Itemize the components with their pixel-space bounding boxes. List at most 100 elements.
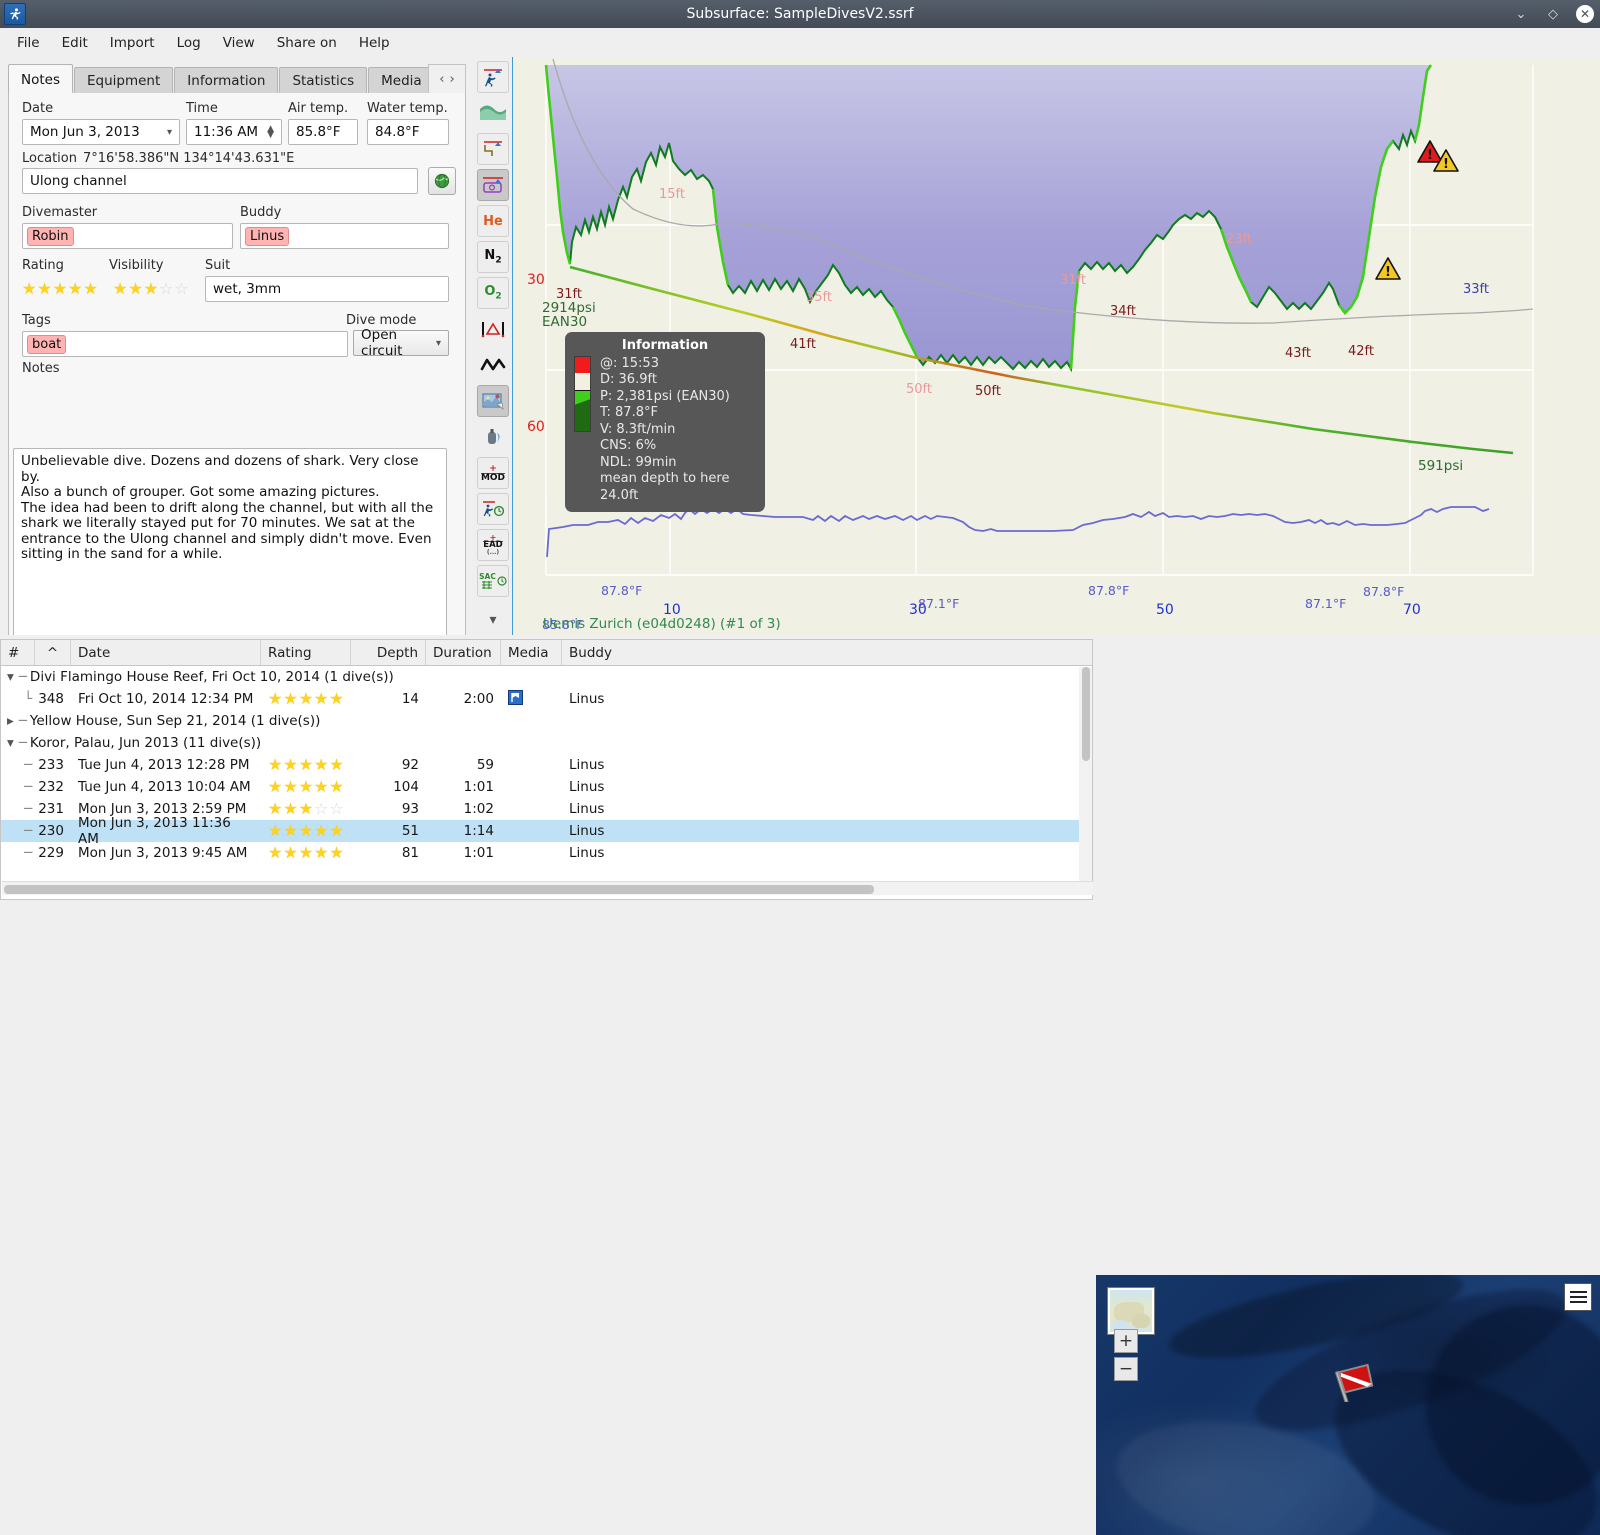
close-icon[interactable]: ✕ [1576, 5, 1594, 23]
warning-yellow-triangle[interactable]: ! [1432, 148, 1460, 177]
dive-buddy: Linus [569, 823, 605, 839]
chevron-right-icon[interactable]: ▸ [7, 713, 14, 729]
tag-chip[interactable]: boat [27, 334, 67, 354]
deco-info-icon[interactable] [477, 313, 509, 345]
chevron-down-icon[interactable]: ▾ [489, 612, 497, 628]
dive-mode-select[interactable]: Open circuit ▾ [353, 327, 449, 359]
table-row[interactable]: ─ 231 Mon Jun 3, 2013 2:59 PM ★★★☆☆ 93 1:… [1, 798, 1092, 820]
list-group-row[interactable]: ▾ ─ Koror, Palau, Jun 2013 (11 dive(s)) [1, 732, 1092, 754]
zoom-in-button[interactable]: + [1114, 1329, 1138, 1353]
suit-field[interactable]: wet, 3mm [205, 276, 449, 302]
menu-file[interactable]: File [17, 34, 40, 51]
table-row[interactable]: ─ 229 Mon Jun 3, 2013 9:45 AM ★★★★★ 81 1:… [1, 842, 1092, 864]
globe-icon[interactable] [428, 167, 456, 195]
col-date[interactable]: Date [71, 640, 261, 665]
nitrogen-icon[interactable]: N2 [477, 241, 509, 273]
dive-duration: 59 [476, 757, 494, 773]
depth-label: 50ft [975, 384, 1001, 399]
air-temp-field[interactable]: 85.8°F [288, 119, 358, 145]
minimap-thumbnail[interactable] [1107, 1287, 1155, 1335]
maximize-icon[interactable]: ◇ [1548, 6, 1558, 22]
menu-help[interactable]: Help [358, 34, 390, 51]
mod-icon[interactable]: + MOD [477, 457, 509, 489]
chevron-down-icon: ▾ [166, 126, 172, 138]
ceiling-depth-label: 33ft [1463, 282, 1489, 297]
dive-number: 230 [38, 823, 64, 839]
list-group-row[interactable]: ▾ ─ Divi Flamingo House Reef, Fri Oct 10… [1, 666, 1092, 688]
sort-indicator-icon[interactable]: ^ [35, 640, 71, 665]
divemaster-chip[interactable]: Robin [27, 226, 74, 246]
dive-depth: 81 [401, 845, 419, 861]
tab-equipment[interactable]: Equipment [74, 67, 174, 94]
spinner-icon[interactable]: ▲ ▼ [267, 124, 274, 140]
col-rating[interactable]: Rating [261, 640, 351, 665]
scrollbar-thumb[interactable] [1082, 667, 1090, 761]
table-row[interactable]: ─ 230 Mon Jun 3, 2013 11:36 AM ★★★★★ 51 1… [1, 815, 1092, 847]
col-depth[interactable]: Depth [351, 640, 426, 665]
table-row[interactable]: ─ 232 Tue Jun 4, 2013 10:04 AM ★★★★★ 104 … [1, 776, 1092, 798]
temp-label: 87.8°F [1088, 583, 1130, 598]
buddy-field[interactable]: Linus [240, 223, 449, 249]
ndl-tts-icon[interactable] [477, 493, 509, 525]
divemaster-field[interactable]: Robin [22, 223, 233, 249]
col-duration[interactable]: Duration [426, 640, 501, 665]
tags-field[interactable]: boat [22, 331, 348, 357]
col-buddy[interactable]: Buddy [569, 644, 612, 661]
dive-date: Mon Jun 3, 2013 11:36 AM [78, 815, 231, 847]
menu-import[interactable]: Import [109, 34, 155, 51]
heartbeat-icon[interactable] [477, 349, 509, 381]
ruler-depth-icon[interactable] [477, 97, 509, 129]
dc-reported-ceiling-icon[interactable] [477, 169, 509, 201]
ead-icon[interactable]: + EAD (...) [477, 529, 509, 561]
photos-icon[interactable] [477, 385, 509, 417]
menu-view[interactable]: View [222, 34, 255, 51]
dive-list-vertical-scrollbar[interactable] [1079, 667, 1092, 881]
helium-icon[interactable]: He [477, 205, 509, 237]
dive-list[interactable]: # ^ Date Rating Depth Duration Media Bud… [0, 639, 1093, 900]
tab-statistics[interactable]: Statistics [279, 67, 368, 94]
dive-number: 229 [38, 845, 64, 861]
location-field[interactable]: Ulong channel [22, 168, 418, 194]
scrollbar-thumb[interactable] [4, 885, 874, 894]
tab-notes[interactable]: Notes [8, 64, 73, 94]
oxygen-icon[interactable]: O2 [477, 277, 509, 309]
sac-icon[interactable]: SAC [477, 565, 509, 597]
dive-list-horizontal-scrollbar[interactable] [2, 881, 1093, 895]
buddy-chip[interactable]: Linus [245, 226, 290, 246]
depth-label: 31ft [1060, 273, 1086, 288]
warning-yellow-triangle[interactable]: ! [1374, 256, 1402, 285]
warning-red-triangle[interactable]: ! [1416, 139, 1444, 168]
tab-information[interactable]: Information [174, 67, 279, 94]
date-field[interactable]: Mon Jun 3, 2013 ▾ [22, 119, 180, 145]
tab-media[interactable]: Media [368, 67, 435, 94]
water-temp-field[interactable]: 84.8°F [367, 119, 449, 145]
window-controls: ⌄ ◇ ✕ [1512, 0, 1594, 28]
media-icon[interactable] [508, 689, 523, 709]
col-media[interactable]: Media [501, 640, 562, 665]
tank-bar-icon[interactable] [477, 421, 509, 453]
tree-line: ─ [24, 757, 33, 773]
rating-stars: ★★★★★ [268, 777, 345, 796]
chevron-down-icon[interactable]: ▾ [7, 669, 14, 685]
visibility-stars[interactable]: ★★★☆☆ [113, 279, 190, 298]
zoom-out-button[interactable]: − [1114, 1357, 1138, 1381]
dive-profile-chart[interactable]: 30 60 10 30 50 70 15ft 31ft 40ft 35ft 41… [512, 57, 1600, 635]
tab-next-icon[interactable]: › [449, 72, 455, 87]
tab-prev-icon[interactable]: ‹ [439, 72, 445, 87]
ceiling-icon[interactable] [477, 133, 509, 165]
col-number[interactable]: # [1, 640, 35, 665]
time-field[interactable]: 11:36 AM ▲ ▼ [186, 119, 282, 145]
dive-site-map[interactable]: + − [1096, 1275, 1600, 1535]
menu-share-on[interactable]: Share on [276, 34, 337, 51]
chevron-down-icon[interactable]: ▾ [7, 735, 14, 751]
minimize-icon[interactable]: ⌄ [1515, 6, 1527, 22]
list-group-row[interactable]: ▸ ─ Yellow House, Sun Sep 21, 2014 (1 di… [1, 710, 1092, 732]
table-row[interactable]: ─ 233 Tue Jun 4, 2013 12:28 PM ★★★★★ 92 5… [1, 754, 1092, 776]
menu-edit[interactable]: Edit [61, 34, 88, 51]
menu-log[interactable]: Log [176, 34, 201, 51]
hamburger-menu-icon[interactable] [1564, 1283, 1592, 1311]
rating-stars[interactable]: ★★★★★ [22, 279, 99, 298]
scale-profile-icon[interactable] [477, 61, 509, 93]
table-row[interactable]: └ 348 Fri Oct 10, 2014 12:34 PM ★★★★★ 14 … [1, 688, 1092, 710]
dive-flag-marker[interactable] [1334, 1360, 1380, 1404]
